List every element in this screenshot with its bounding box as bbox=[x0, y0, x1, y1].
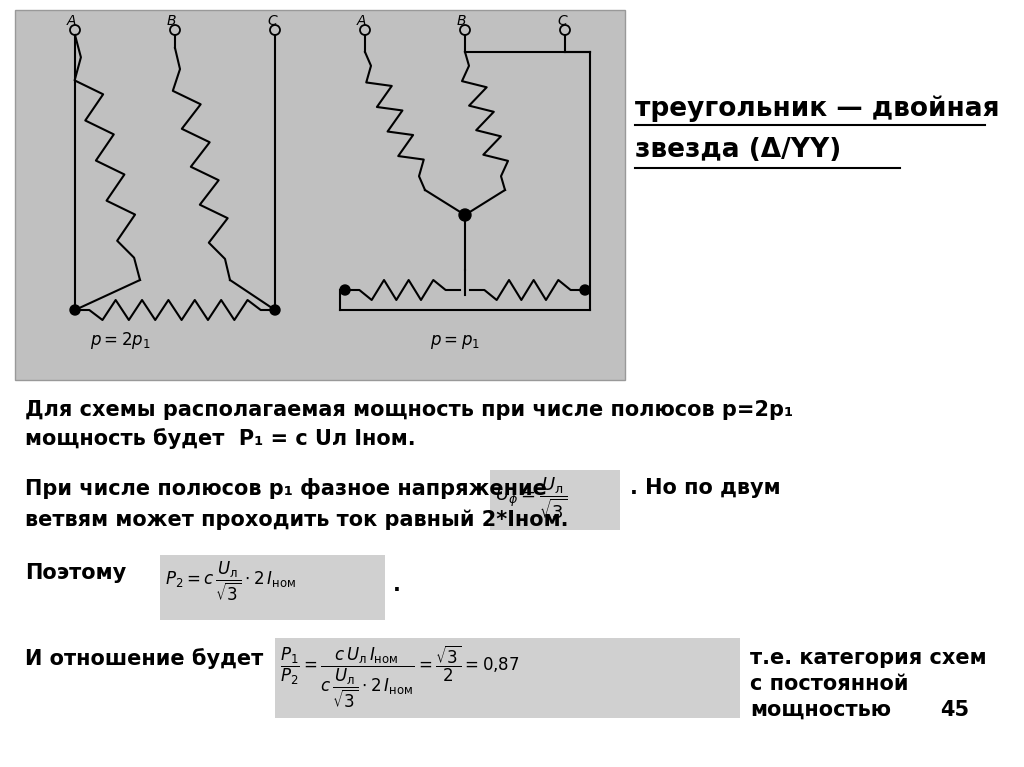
Text: C: C bbox=[267, 14, 276, 28]
Text: . Но по двум: . Но по двум bbox=[630, 478, 780, 498]
Text: с постоянной: с постоянной bbox=[750, 674, 908, 694]
Text: мощностью: мощностью bbox=[750, 700, 891, 720]
Text: При числе полюсов р₁ фазное напряжение: При числе полюсов р₁ фазное напряжение bbox=[25, 478, 547, 499]
Text: B: B bbox=[167, 14, 176, 28]
Text: звезда (Δ/YY): звезда (Δ/YY) bbox=[635, 137, 842, 163]
Text: $\dfrac{P_1}{P_2} = \dfrac{c\,U_{\rm л}\,I_{\rm ном}}{c\,\dfrac{U_{\rm л}}{\sqrt: $\dfrac{P_1}{P_2} = \dfrac{c\,U_{\rm л}\… bbox=[280, 643, 519, 709]
Text: A: A bbox=[357, 14, 367, 28]
Text: мощность будет  Р₁ = с Uл Iном.: мощность будет Р₁ = с Uл Iном. bbox=[25, 428, 416, 449]
Bar bbox=[490, 470, 620, 530]
Circle shape bbox=[270, 305, 280, 315]
Text: A: A bbox=[67, 14, 77, 28]
Text: C: C bbox=[557, 14, 566, 28]
Bar bbox=[275, 638, 740, 718]
Circle shape bbox=[340, 285, 350, 295]
Circle shape bbox=[459, 209, 471, 221]
Circle shape bbox=[70, 305, 80, 315]
Bar bbox=[15, 10, 625, 380]
Text: $p = 2p_1$: $p = 2p_1$ bbox=[90, 330, 151, 351]
Text: И отношение будет: И отношение будет bbox=[25, 648, 263, 669]
Text: Поэтому: Поэтому bbox=[25, 563, 126, 583]
Bar bbox=[160, 555, 385, 620]
Text: $p = p_1$: $p = p_1$ bbox=[430, 333, 480, 351]
Circle shape bbox=[580, 285, 590, 295]
Text: треугольник — двойная: треугольник — двойная bbox=[635, 95, 999, 121]
Text: 45: 45 bbox=[940, 700, 969, 720]
Text: $P_2 = c\,\dfrac{U_{\rm л}}{\sqrt{3}}\cdot 2\,I_{\rm ном}$: $P_2 = c\,\dfrac{U_{\rm л}}{\sqrt{3}}\cd… bbox=[165, 560, 296, 604]
Text: $U_\phi = \dfrac{U_{\rm л}}{\sqrt{3}}$: $U_\phi = \dfrac{U_{\rm л}}{\sqrt{3}}$ bbox=[495, 475, 567, 521]
Text: B: B bbox=[457, 14, 467, 28]
Text: .: . bbox=[393, 575, 400, 595]
Text: Для схемы располагаемая мощность при числе полюсов р=2р₁: Для схемы располагаемая мощность при чис… bbox=[25, 400, 794, 420]
Text: т.е. категория схем: т.е. категория схем bbox=[750, 648, 987, 668]
Text: ветвям может проходить ток равный 2*Iном.: ветвям может проходить ток равный 2*Iном… bbox=[25, 510, 568, 531]
